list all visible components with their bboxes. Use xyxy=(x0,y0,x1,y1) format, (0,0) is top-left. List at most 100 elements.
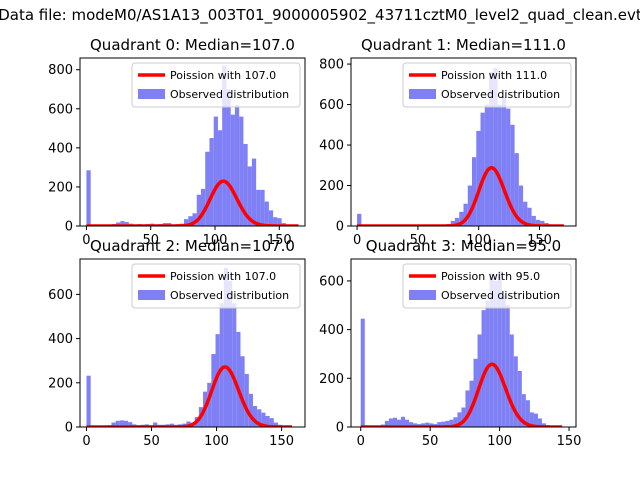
histogram-bar xyxy=(445,420,450,427)
y-tick-label: 200 xyxy=(319,179,344,194)
x-tick-label: 150 xyxy=(267,233,292,248)
y-tick-label: 600 xyxy=(319,274,344,289)
legend-box xyxy=(131,62,301,108)
histogram-bar xyxy=(260,189,265,226)
histogram-bar xyxy=(116,222,121,226)
histogram-bar xyxy=(425,422,430,427)
histogram-bar xyxy=(537,418,542,427)
histogram-bar xyxy=(461,407,466,427)
histogram-bar xyxy=(236,331,241,427)
histogram-bar xyxy=(247,166,252,226)
poisson-curve xyxy=(356,166,565,226)
histogram-bar xyxy=(115,420,120,427)
x-tick-label: 0 xyxy=(353,233,361,248)
histogram-bar xyxy=(269,418,274,427)
histogram-bar xyxy=(450,220,455,226)
histogram-bar xyxy=(86,170,91,226)
histogram-bar xyxy=(535,219,541,226)
histogram-bar xyxy=(472,157,477,226)
histogram-bar xyxy=(497,104,502,226)
poisson-curve xyxy=(86,365,293,427)
histogram-bar xyxy=(234,104,240,226)
histogram-bar xyxy=(217,130,223,226)
histogram-bar xyxy=(493,280,498,427)
subplot-1: 0 50 100 150 0 200 400 600 800 Quadrant 1: Median… xyxy=(319,36,577,248)
histogram-bar xyxy=(256,189,261,226)
histogram-bar xyxy=(111,422,116,427)
y-tick-label: 400 xyxy=(319,139,344,154)
y-tick-label: 800 xyxy=(319,58,344,73)
legend-label-observed: Observed distribution xyxy=(441,88,560,101)
x-tick-label: 50 xyxy=(142,233,159,248)
histogram-bar xyxy=(261,412,266,427)
histogram-bar xyxy=(518,185,524,226)
subplot-2: 0 50 100 150 0 200 400 600 Quadrant 2: Median=10… xyxy=(48,237,306,449)
histogram-bar xyxy=(184,219,189,226)
histogram-bar xyxy=(265,415,270,427)
plot-area xyxy=(86,267,293,427)
axes-frame xyxy=(79,258,306,428)
histogram-bar xyxy=(480,112,485,226)
histogram-bar xyxy=(252,406,258,427)
histogram-bar xyxy=(457,412,462,427)
histogram-bar xyxy=(207,382,212,427)
poisson-curve xyxy=(360,362,563,427)
histogram-bar xyxy=(477,334,482,427)
legend-label-poisson: Poission with 107.0 xyxy=(170,69,276,82)
histogram-bar xyxy=(188,216,193,226)
histogram-bar xyxy=(459,211,464,226)
histogram-bar xyxy=(360,318,365,427)
axes-frame xyxy=(350,57,577,227)
y-tick-label: 0 xyxy=(65,421,73,436)
histogram-bar xyxy=(251,158,257,226)
y-tick-label: 0 xyxy=(65,220,73,235)
histogram-bar xyxy=(232,303,237,427)
x-tick-label: 100 xyxy=(466,233,491,248)
subplot-title: Quadrant 3: Median=95.0 xyxy=(366,237,561,255)
legend: Poission with 111.0 Observed distribution xyxy=(402,62,572,108)
legend-label-observed: Observed distribution xyxy=(170,289,289,302)
histogram-bar xyxy=(273,422,278,427)
histogram-bar xyxy=(215,334,220,427)
plot-area xyxy=(85,65,300,226)
y-tick-label: 600 xyxy=(48,288,73,303)
figure-suptitle: Data file: modeM0/AS1A13_003T01_90000059… xyxy=(0,6,640,25)
histogram-bar xyxy=(264,201,269,226)
poisson-curve xyxy=(85,179,300,226)
subplot-grid: 0 50 100 150 0 200 400 600 800 Quadrant 0: Median… xyxy=(48,36,581,449)
histogram-bar xyxy=(123,420,129,427)
histogram-bar xyxy=(505,305,510,427)
histogram-bar xyxy=(489,273,494,427)
histogram-bar xyxy=(521,394,526,427)
histogram-bar xyxy=(453,417,458,427)
histogram-bar xyxy=(485,300,490,427)
legend-box xyxy=(131,263,301,309)
histogram-bar xyxy=(476,130,481,226)
histogram-bar xyxy=(517,371,522,427)
histogram-bar xyxy=(384,420,389,427)
legend-box xyxy=(402,263,572,309)
histogram-bar xyxy=(413,423,418,427)
histogram-bar xyxy=(205,151,210,226)
histogram-bar xyxy=(467,185,473,226)
histogram-bar xyxy=(243,143,248,226)
histogram-bar xyxy=(525,400,530,427)
histogram-bar xyxy=(240,356,245,427)
histogram-bar xyxy=(213,116,218,226)
histogram-bar xyxy=(437,422,442,427)
x-tick-label: 0 xyxy=(357,434,365,449)
histogram-bar xyxy=(540,220,545,226)
histogram-bar xyxy=(239,116,244,226)
histogram-bar xyxy=(523,201,528,226)
x-tick-label: 50 xyxy=(410,233,427,248)
histogram-bar xyxy=(484,104,490,226)
x-tick-label: 50 xyxy=(422,434,439,449)
legend-bar-swatch xyxy=(138,89,165,99)
y-tick-label: 200 xyxy=(48,180,73,195)
subplot-title: Quadrant 0: Median=107.0 xyxy=(90,36,295,54)
axes-frame xyxy=(350,258,577,428)
histogram-bar xyxy=(248,393,253,427)
histogram-bar xyxy=(493,68,498,226)
histogram-bar xyxy=(128,422,133,427)
